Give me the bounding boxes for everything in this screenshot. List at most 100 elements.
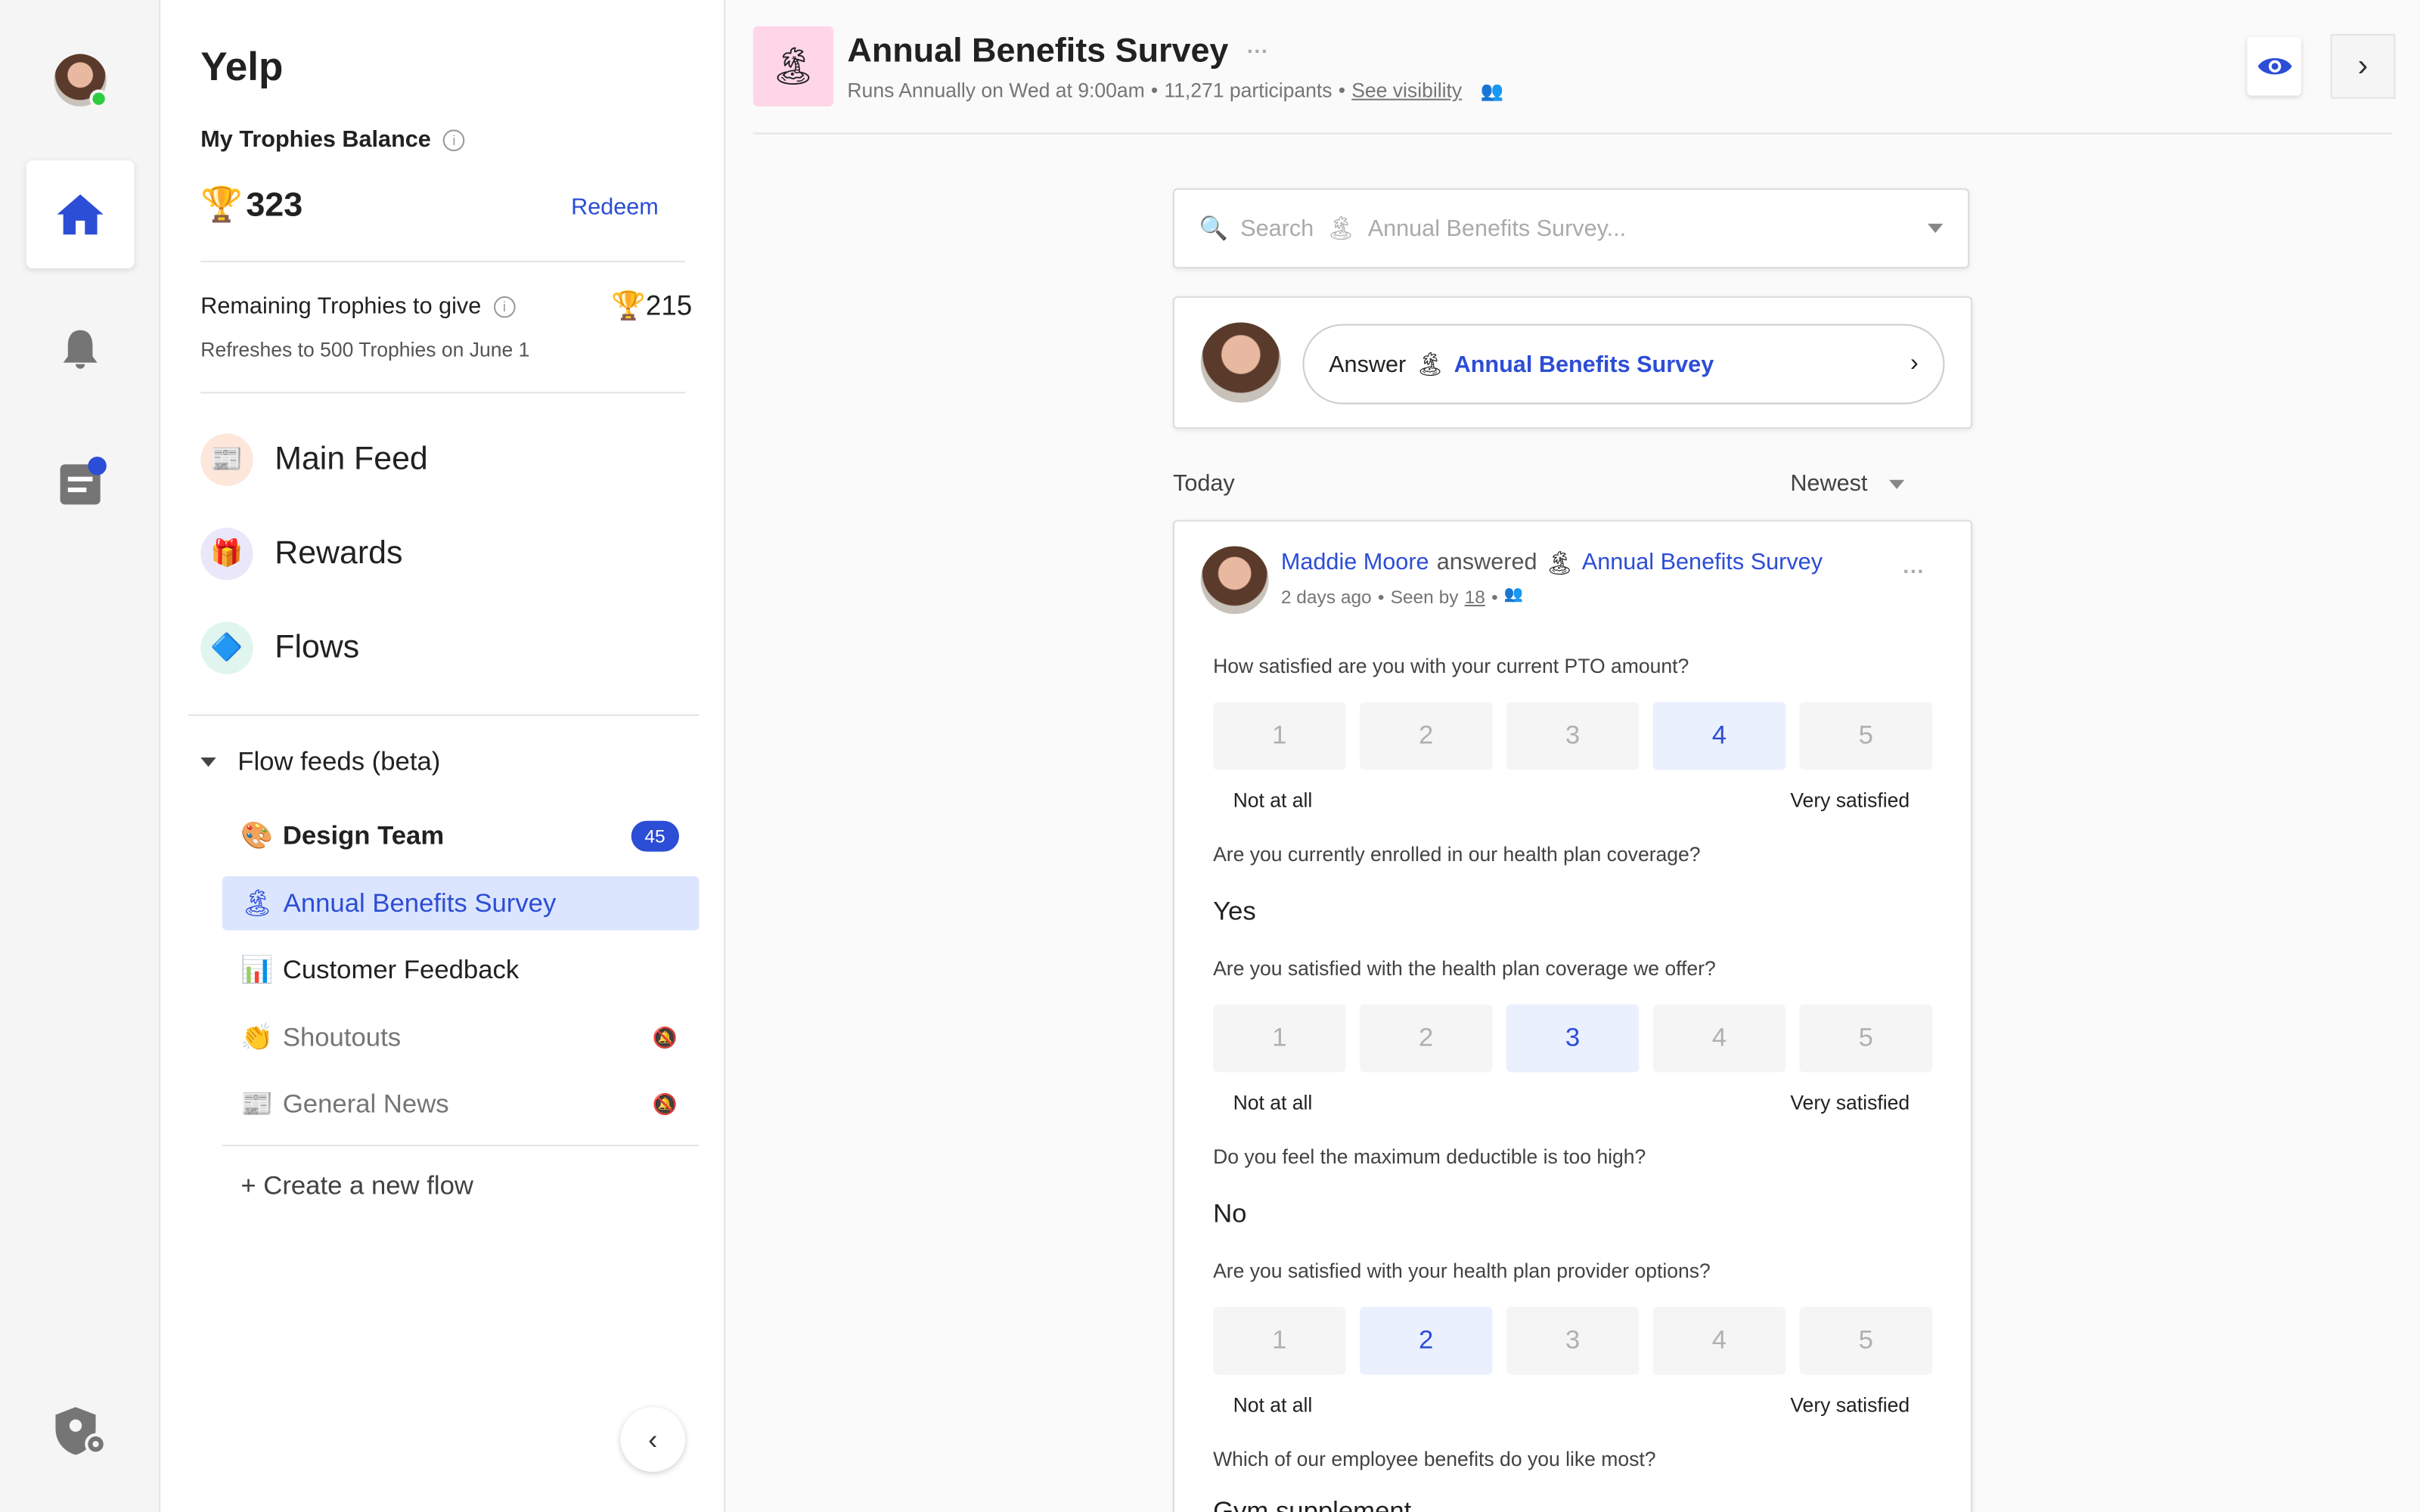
response-post: Maddie Moore answered 🏝 Annual Benefits … [1173, 519, 1973, 1512]
caret-down-icon [1889, 479, 1905, 488]
question-text: Which of our employee benefits do you li… [1213, 1447, 1656, 1470]
rating-option: 4 [1652, 1306, 1786, 1375]
flow-item-general-news[interactable]: 📰 General News 🔕 [222, 1077, 700, 1130]
clipboard-icon[interactable] [59, 455, 108, 507]
flows-icon: 🔷 [200, 621, 253, 674]
redeem-link[interactable]: Redeem [571, 194, 659, 221]
palette-icon: 🎨 [240, 820, 274, 850]
flow-label: Design Team [282, 820, 445, 850]
scale-low-label: Not at all [1233, 1393, 1313, 1417]
rating-option: 3 [1506, 1004, 1640, 1073]
question-text: How satisfied are you with your current … [1213, 654, 1689, 677]
nav-label: Main Feed [275, 441, 428, 477]
info-icon[interactable]: i [493, 295, 516, 318]
island-icon: 🏝 [1415, 352, 1445, 378]
scale-high-label: Very satisfied [1790, 788, 1910, 812]
home-button[interactable] [26, 160, 135, 269]
flow-label: Shoutouts [282, 1022, 402, 1052]
page-title: Annual Benefits Survey [847, 30, 1229, 70]
post-time: 2 days ago [1280, 586, 1372, 609]
flow-item-design-team[interactable]: 🎨 Design Team 45 [222, 808, 700, 862]
avatar[interactable] [1200, 546, 1269, 615]
info-icon[interactable]: i [443, 129, 465, 150]
search-placeholder: Search [1240, 215, 1314, 242]
chevron-left-icon: ‹ [648, 1423, 658, 1455]
search-input[interactable]: 🔍 Search 🏝 Annual Benefits Survey... [1173, 187, 1970, 269]
dropdown-caret-icon[interactable] [1927, 223, 1944, 234]
more-options-icon[interactable]: ··· [1246, 39, 1269, 64]
answer-card: Answer 🏝 Annual Benefits Survey › [1173, 296, 1973, 429]
flow-link[interactable]: Annual Benefits Survey [1581, 549, 1823, 576]
clap-icon: 👏 [240, 1022, 274, 1052]
muted-bell-icon[interactable]: 🔕 [652, 1091, 678, 1115]
sidebar: Yelp My Trophies Balance i 🏆 323 Redeem R… [160, 0, 726, 1512]
island-icon: 🏝 [1326, 215, 1356, 243]
chevron-right-icon: › [1910, 350, 1919, 376]
remaining-trophies: 215 [645, 290, 693, 321]
muted-bell-icon[interactable]: 🔕 [652, 1025, 678, 1049]
shield-gear-icon[interactable] [54, 1405, 109, 1458]
see-visibility-link[interactable]: See visibility [1351, 79, 1463, 102]
newspaper-icon: 📰 [200, 433, 253, 486]
flow-item-customer-feedback[interactable]: 📊 Customer Feedback [222, 943, 700, 996]
sort-value: Newest [1790, 470, 1868, 497]
post-more-icon[interactable]: ··· [1903, 558, 1925, 584]
scale-low-label: Not at all [1233, 788, 1313, 812]
question-text: Do you feel the maximum deductible is to… [1213, 1145, 1646, 1168]
seen-by-label: Seen by [1390, 586, 1459, 609]
answer-text: Gym supplement [1213, 1496, 1412, 1512]
flow-label: General News [282, 1088, 449, 1118]
answer-flow-name: Annual Benefits Survey [1454, 351, 1714, 377]
people-icon: 👥 [1480, 79, 1504, 101]
author-link[interactable]: Maddie Moore [1280, 549, 1429, 576]
island-icon: 🏝 [1544, 550, 1575, 578]
rating-option: 2 [1359, 1306, 1493, 1375]
search-placeholder-flow: Annual Benefits Survey... [1367, 215, 1627, 242]
trophy-balance: 323 [246, 184, 303, 224]
sort-dropdown[interactable]: Newest [1790, 470, 1905, 497]
bell-icon[interactable] [62, 327, 99, 370]
people-icon: 👥 [1503, 586, 1524, 603]
answer-flow-button[interactable]: Answer 🏝 Annual Benefits Survey › [1302, 324, 1945, 404]
action-text: answered [1436, 549, 1537, 576]
search-icon: 🔍 [1199, 215, 1228, 243]
rating-option: 3 [1506, 1306, 1640, 1375]
rating-option: 2 [1359, 1004, 1493, 1073]
nav-rewards[interactable]: 🎁 Rewards [200, 527, 402, 581]
visibility-button[interactable] [2247, 36, 2301, 96]
nav-main-feed[interactable]: 📰 Main Feed [200, 433, 428, 486]
main-content: 🏝 Annual Benefits Survey ··· Runs Annual… [725, 0, 2420, 1512]
rating-option: 3 [1506, 702, 1640, 770]
balance-label: My Trophies Balance [200, 126, 431, 153]
org-name: Yelp [200, 43, 284, 90]
eye-icon [2257, 58, 2291, 75]
rating-option: 5 [1799, 1306, 1933, 1375]
rating-option: 2 [1359, 702, 1493, 770]
feed-section-label: Today [1173, 470, 1235, 497]
unread-badge: 45 [630, 820, 679, 851]
expand-panel-button[interactable]: › [2330, 33, 2396, 99]
online-status-icon [89, 89, 108, 108]
seen-count-link[interactable]: 18 [1464, 586, 1485, 609]
chevron-right-icon: › [2357, 48, 2369, 83]
nav-flows[interactable]: 🔷 Flows [200, 621, 359, 674]
collapse-sidebar-button[interactable]: ‹ [620, 1407, 686, 1472]
answer-text: Yes [1213, 896, 1256, 926]
rating-option: 4 [1652, 1004, 1786, 1073]
flow-feeds-toggle[interactable]: Flow feeds (beta) [200, 747, 440, 778]
create-flow-link[interactable]: + Create a new flow [240, 1170, 473, 1201]
gift-icon: 🎁 [200, 527, 253, 581]
chart-icon: 📊 [240, 954, 274, 984]
question-text: Are you satisfied with the health plan c… [1213, 956, 1716, 980]
scale-high-label: Very satisfied [1790, 1393, 1910, 1417]
scale-high-label: Very satisfied [1790, 1090, 1910, 1114]
flow-item-shoutouts[interactable]: 👏 Shoutouts 🔕 [222, 1011, 700, 1064]
newspaper-icon: 📰 [240, 1088, 274, 1118]
home-icon [57, 194, 104, 235]
flow-label: Annual Benefits Survey [283, 888, 557, 918]
flow-item-annual-benefits-survey[interactable]: 🏝 Annual Benefits Survey [222, 876, 700, 931]
trophy-icon: 🏆 [611, 290, 646, 321]
